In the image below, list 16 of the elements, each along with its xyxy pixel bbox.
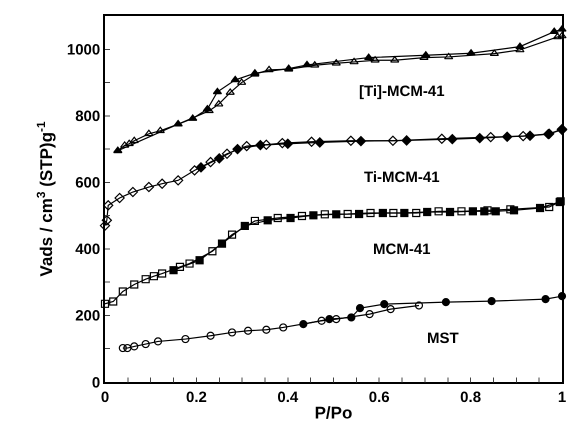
annotation: MCM-41 <box>373 241 431 258</box>
annotation: [Ti]-MCM-41 <box>359 83 445 100</box>
x-tick-label: 0.4 <box>277 388 299 406</box>
y-tick-label: 400 <box>75 241 100 258</box>
x-tick-label: 0.8 <box>460 388 482 406</box>
y-tick-label: 1000 <box>66 42 100 59</box>
annotation: Ti-MCM-41 <box>364 169 440 186</box>
y-tick-label: 200 <box>75 308 100 325</box>
annotation: MST <box>427 330 459 347</box>
x-tick-label: 1 <box>558 388 566 406</box>
y-tick-label: 800 <box>75 108 100 126</box>
x-tick-label: 0.2 <box>186 388 207 406</box>
x-tick-label: 0.6 <box>368 388 390 406</box>
x-axis-title: P/Po <box>314 404 352 423</box>
y-tick-label: 600 <box>75 174 100 192</box>
y-tick-label: 0 <box>92 374 100 392</box>
